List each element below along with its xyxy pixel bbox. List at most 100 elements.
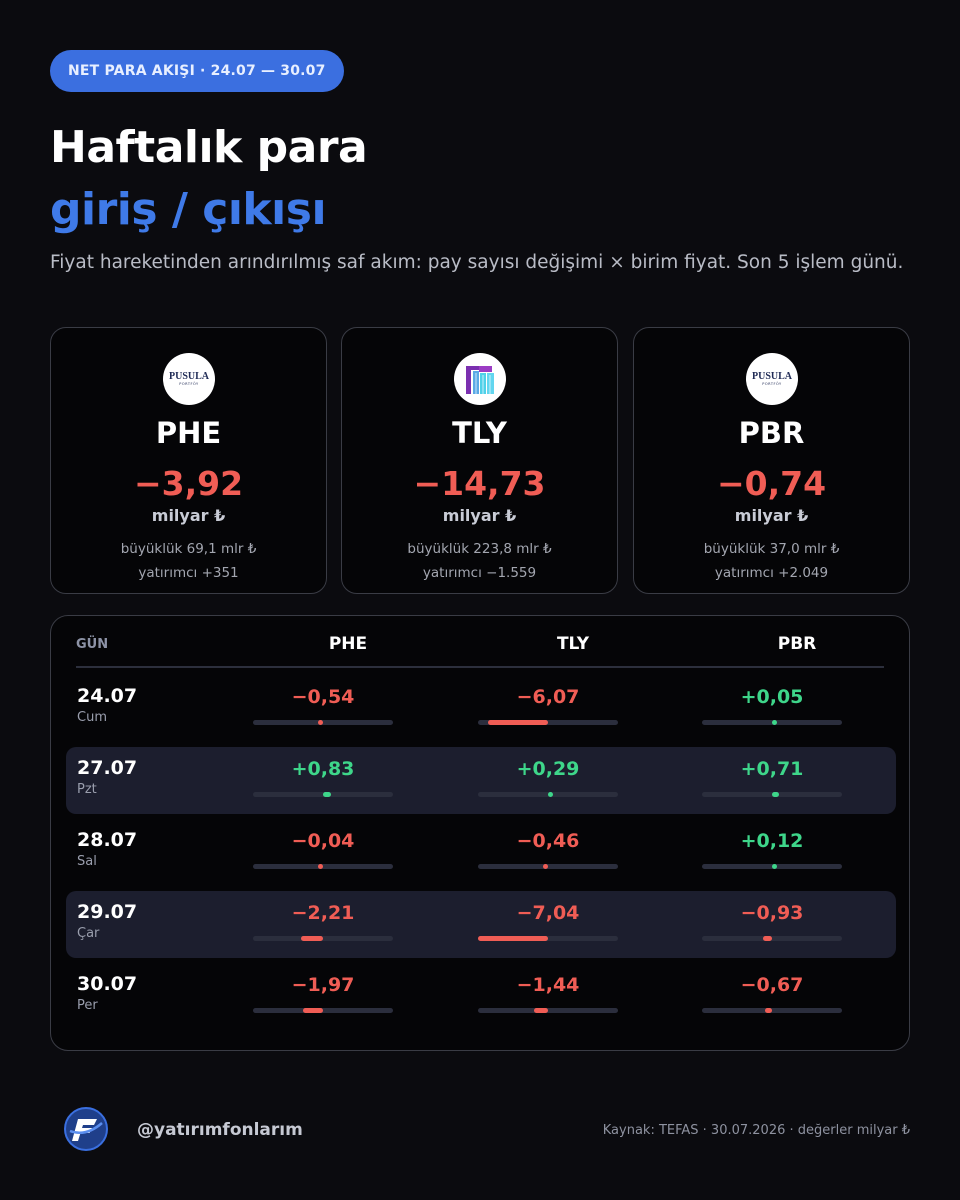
- flow-bar: [772, 864, 777, 869]
- flow-bar: [318, 864, 323, 869]
- flow-bar-track: [253, 864, 393, 869]
- column-header-tly: TLY: [556, 634, 590, 654]
- flow-bar-track: [478, 720, 618, 725]
- fund-unit: milyar ₺: [151, 506, 226, 525]
- page-subtitle: Fiyat hareketinden arındırılmış saf akım…: [50, 252, 904, 273]
- flow-value: −0,04: [291, 830, 355, 852]
- flow-cell-phe: −1,97: [253, 963, 393, 1030]
- fund-code: PBR: [738, 416, 805, 450]
- flow-cell-pbr: −0,67: [702, 963, 842, 1030]
- flow-cell-pbr: +0,12: [702, 819, 842, 886]
- flow-bar-track: [478, 936, 618, 941]
- flow-value: −2,21: [291, 902, 355, 924]
- logo-text: PUSULA: [168, 370, 209, 382]
- fund-net-flow: −0,74: [716, 464, 827, 503]
- flow-bar-track: [253, 1008, 393, 1013]
- row-date: 24.07: [77, 685, 138, 707]
- row-date: 30.07: [77, 973, 138, 995]
- fund-size: büyüklük 37,0 mlr ₺: [703, 541, 840, 557]
- table-row: 30.07 Per −1,97 −1,44 −0,67: [66, 963, 896, 1030]
- table-row: 28.07 Sal −0,04 −0,46 +0,12: [66, 819, 896, 886]
- flow-value: +0,12: [740, 830, 804, 852]
- row-weekday: Pzt: [77, 782, 97, 797]
- page-title: Haftalık para: [50, 122, 368, 173]
- fund-code: PHE: [155, 416, 222, 450]
- logo-text: PUSULA: [751, 370, 792, 382]
- flow-bar: [548, 792, 553, 797]
- flow-cell-tly: +0,29: [478, 747, 618, 814]
- flow-bar: [303, 1008, 323, 1013]
- flow-bar: [533, 1008, 548, 1013]
- flow-bar: [317, 720, 323, 725]
- flow-cell-pbr: −0,93: [702, 891, 842, 958]
- fund-unit: milyar ₺: [442, 506, 517, 525]
- flow-cell-phe: −0,54: [253, 675, 393, 742]
- flow-cell-pbr: +0,05: [702, 675, 842, 742]
- flow-value: −1,97: [291, 974, 355, 996]
- flow-value: +0,29: [516, 758, 580, 780]
- fund-investors: yatırımcı −1.559: [422, 565, 537, 581]
- table-row: 24.07 Cum −0,54 −6,07 +0,05: [66, 675, 896, 742]
- flow-value: +0,05: [740, 686, 804, 708]
- fund-investors: yatırımcı +351: [138, 565, 239, 581]
- fund-code: TLY: [452, 416, 507, 450]
- yatirimfonlarim-logo-icon: [64, 1107, 108, 1151]
- flow-value: −0,54: [291, 686, 355, 708]
- flow-value: +0,71: [740, 758, 804, 780]
- column-header-phe: PHE: [328, 634, 368, 654]
- flow-cell-phe: −0,04: [253, 819, 393, 886]
- row-weekday: Cum: [77, 710, 107, 725]
- fund-size: büyüklük 69,1 mlr ₺: [120, 541, 257, 557]
- page-title-accent: giriş / çıkışı: [50, 184, 327, 235]
- flow-bar: [543, 864, 548, 869]
- flow-value: −0,46: [516, 830, 580, 852]
- table-row: 27.07 Pzt +0,83 +0,29 +0,71: [66, 747, 896, 814]
- flow-cell-tly: −7,04: [478, 891, 618, 958]
- table-header: GÜN PHE TLY PBR: [76, 634, 884, 668]
- flow-bar-track: [702, 1008, 842, 1013]
- fund-card-pbr: PUSULA PORTFÖY PBR −0,74 milyar ₺ büyükl…: [633, 327, 910, 594]
- flow-cell-pbr: +0,71: [702, 747, 842, 814]
- column-header-day: GÜN: [76, 637, 109, 652]
- flow-value: −6,07: [516, 686, 580, 708]
- flow-bar-track: [478, 1008, 618, 1013]
- flow-value: −1,44: [516, 974, 580, 996]
- daily-flow-table: GÜN PHE TLY PBR 24.07 Cum −0,54 −6,07 +0,05 2…: [50, 615, 910, 1051]
- row-date: 28.07: [77, 829, 138, 851]
- flow-cell-tly: −0,46: [478, 819, 618, 886]
- row-weekday: Sal: [77, 854, 97, 869]
- flow-cell-phe: +0,83: [253, 747, 393, 814]
- flow-cell-tly: −1,44: [478, 963, 618, 1030]
- flow-bar: [772, 720, 777, 725]
- logo-subtext: PORTFÖY: [179, 381, 199, 386]
- flow-bar-track: [478, 864, 618, 869]
- flow-bar-track: [253, 720, 393, 725]
- row-weekday: Per: [77, 998, 98, 1013]
- flow-bar: [301, 936, 323, 941]
- flow-value: −0,93: [740, 902, 804, 924]
- flow-bar: [323, 792, 332, 797]
- table-row: 29.07 Çar −2,21 −7,04 −0,93: [66, 891, 896, 958]
- social-handle: @yatırımfonlarım: [137, 1120, 303, 1140]
- row-weekday: Çar: [77, 926, 100, 941]
- flow-value: −7,04: [516, 902, 580, 924]
- tly-logo-icon: [454, 353, 506, 405]
- flow-bar: [765, 1008, 772, 1013]
- flow-value: −0,67: [740, 974, 804, 996]
- flow-value: +0,83: [291, 758, 355, 780]
- flow-bar: [478, 936, 548, 941]
- fund-net-flow: −14,73: [413, 464, 546, 503]
- fund-investors: yatırımcı +2.049: [714, 565, 829, 581]
- flow-bar-track: [253, 936, 393, 941]
- flow-bar: [487, 720, 548, 725]
- fund-card-phe: PUSULA PORTFÖY PHE −3,92 milyar ₺ büyükl…: [50, 327, 327, 594]
- row-date: 27.07: [77, 757, 138, 779]
- fund-size: büyüklük 223,8 mlr ₺: [407, 541, 552, 557]
- period-badge: NET PARA AKIŞI · 24.07 — 30.07: [50, 50, 344, 92]
- logo-subtext: PORTFÖY: [762, 381, 782, 386]
- flow-bar: [772, 792, 780, 797]
- row-date: 29.07: [77, 901, 138, 923]
- fund-card-tly: TLY −14,73 milyar ₺ büyüklük 223,8 mlr ₺…: [341, 327, 618, 594]
- flow-bar: [762, 936, 772, 941]
- pusula-logo-icon: PUSULA PORTFÖY: [746, 353, 798, 405]
